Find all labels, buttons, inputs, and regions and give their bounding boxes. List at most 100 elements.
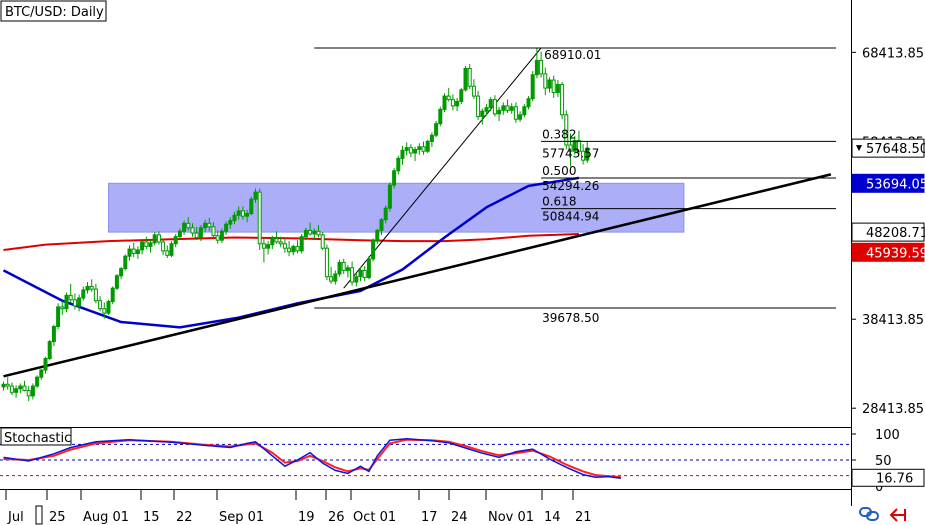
candle [161,238,166,256]
candle [291,244,296,256]
fib-level-label: 68910.01 [544,48,601,62]
price-badge-label: 57648.50 [866,142,925,157]
candle [446,88,451,102]
fib-level-label: 0.500 [542,164,576,178]
candle-body [98,300,103,310]
candle [140,240,145,255]
arrow-icon[interactable] [889,508,906,522]
candle-body [324,247,329,278]
candle [144,236,149,250]
candle-body [509,106,514,111]
stochastic-tick-label: 50 [875,454,892,469]
candle [18,383,23,394]
candle [480,108,485,125]
candle [131,242,136,258]
trendline [3,173,832,378]
candle [257,188,262,250]
candle [576,130,581,155]
price-tick-label: 68413.85 [862,46,924,61]
candle-body [1,383,6,388]
candle-body [400,149,405,159]
time-tick-label: Nov 01 [488,510,534,525]
candle-body [60,306,65,310]
candle [371,238,376,262]
candle-body [316,230,321,236]
candle-body [5,383,10,387]
candle [274,231,279,244]
candle-body [22,385,27,392]
candle [375,228,380,244]
candle-body [194,232,199,239]
candle [30,383,35,400]
candle-body [576,140,581,152]
candle [245,209,250,223]
price-tick-label: 38413.85 [862,313,924,328]
candle [337,259,342,277]
candle-body [560,84,565,116]
candle [287,241,292,257]
stochastic-tick-label: 100 [875,428,900,443]
candle-body [295,245,300,252]
fib-level-label: 57743.57 [542,146,599,160]
candle [526,96,531,110]
candle [530,71,535,102]
candle-body [534,59,539,76]
candle-body [408,147,413,154]
candle-body [228,220,233,225]
candle-body [497,109,502,115]
candle [476,90,481,121]
candle-body [446,95,451,101]
link-icon[interactable] [859,507,879,521]
candle-body [282,243,287,249]
candle-body [270,237,275,246]
candle-body [345,267,350,271]
candle-body [350,267,355,283]
candle-body [547,79,552,89]
stochastic-badge-box [851,468,925,487]
candle-body [219,230,224,241]
candle-body [488,99,493,109]
price-badge-label: 48208.71 [866,226,925,241]
stochastic-k-line [3,437,621,479]
candle-body [14,388,19,393]
candle-body [505,105,510,111]
candle-body [89,285,94,290]
candle [51,324,56,347]
candle [68,283,73,303]
candle-body [148,242,153,247]
stochastic-badge-label: 16.76 [876,471,913,486]
time-scroll-handle [35,505,43,525]
candle-body [375,229,380,241]
ma-red-line [3,233,579,251]
candle-body [383,207,388,221]
candle [249,196,254,216]
candle [98,296,103,312]
candle [47,339,52,361]
candle [177,228,182,241]
candle-body [35,376,40,387]
candle-body [123,255,128,270]
candle-body [417,146,422,150]
candle [383,205,388,224]
price-badge: 53694.05 [851,173,925,193]
candle-body [165,250,170,256]
candle [119,266,124,280]
candle [85,281,90,294]
candle [396,155,401,175]
candle-body [47,341,52,360]
candle [450,94,455,111]
candle [148,239,153,253]
price-badge-box [851,242,925,262]
candle [518,111,523,122]
candle [190,223,195,237]
candle [362,265,367,282]
candle-body [455,100,460,107]
candle [312,228,317,241]
stochastic-tick-label: 0 [875,480,883,495]
price-badge-label: 53694.05 [866,177,925,192]
time-tick-label: Aug 01 [83,510,129,525]
candle [35,375,40,388]
candle-body [56,306,61,327]
candle [39,369,44,380]
candle-body [186,222,191,229]
